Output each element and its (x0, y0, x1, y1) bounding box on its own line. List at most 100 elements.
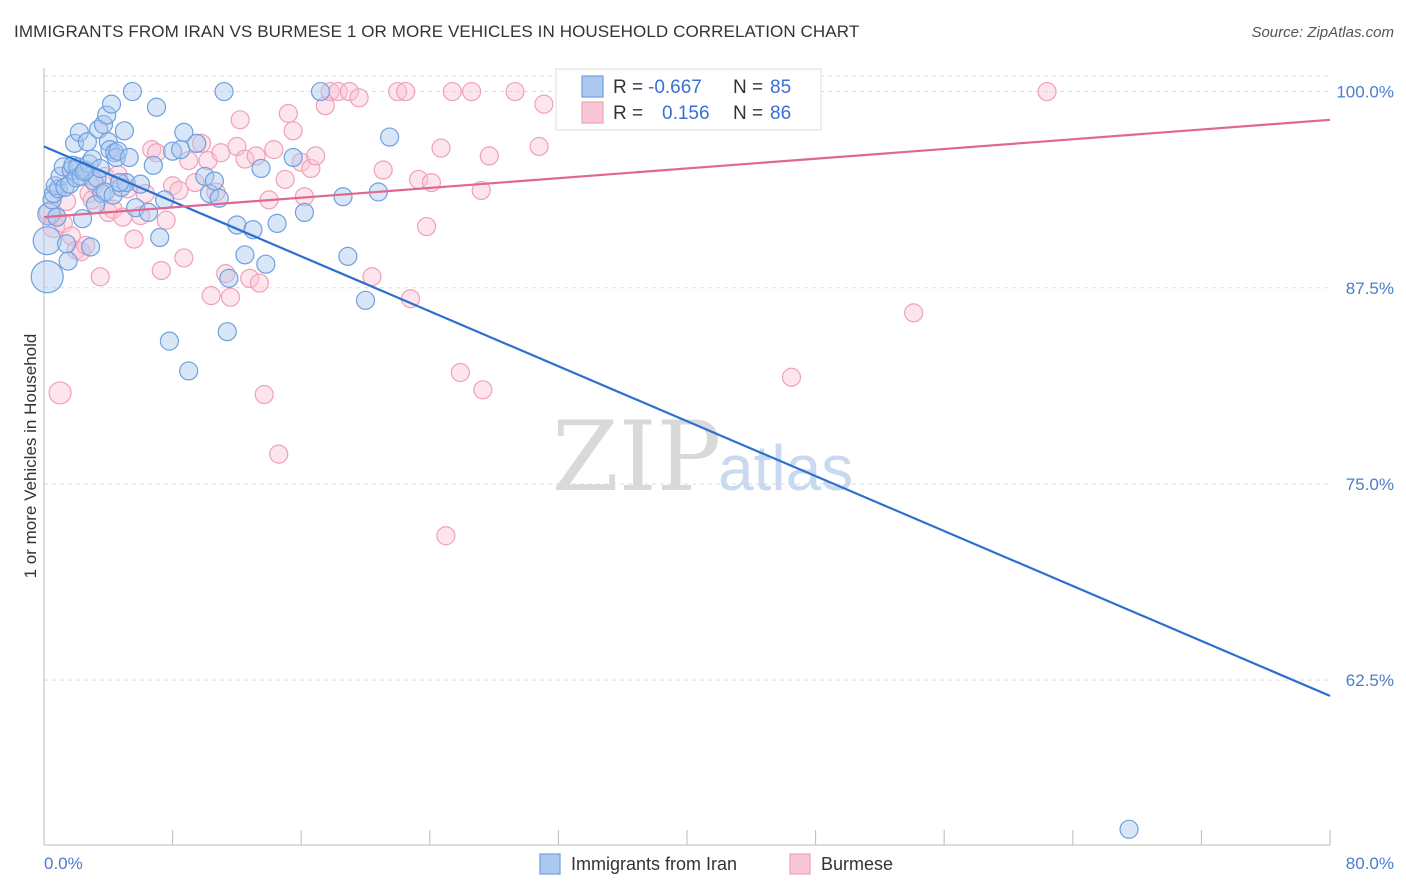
iran-point (171, 140, 191, 160)
burmese-point (48, 381, 72, 405)
iran-point (355, 290, 376, 310)
iran-point (219, 268, 239, 288)
x-tick-label-min: 0.0% (44, 854, 83, 873)
burmese-point (473, 380, 493, 400)
burmese-point (315, 96, 335, 116)
iran-point (159, 331, 179, 351)
burmese-point (249, 273, 270, 293)
iran-point (138, 202, 159, 223)
y-tick-label: 87.5% (1346, 279, 1394, 298)
iran-point (283, 147, 303, 168)
y-tick-labels: 100.0% 87.5% 75.0% 62.5% (1336, 83, 1394, 691)
y-tick-label: 62.5% (1346, 671, 1394, 690)
iran-point (380, 127, 400, 147)
burmese-point (471, 180, 491, 201)
burmese-point (124, 229, 144, 249)
iran-point (146, 97, 167, 117)
stats-swatch-burmese (581, 101, 604, 124)
stats-r-value-iran: -0.667 (648, 77, 702, 98)
legend-label-burmese: Burmese (821, 854, 893, 874)
burmese-point (283, 121, 303, 141)
burmese-point (505, 81, 525, 102)
burmese-point (339, 81, 360, 102)
burmese-point (275, 169, 295, 190)
iran-point (163, 141, 183, 161)
source-label: Source: ZipAtlas.com (1251, 24, 1394, 41)
stats-swatch-iran (581, 75, 604, 98)
burmese-point (211, 143, 231, 163)
burmese-point (320, 81, 340, 102)
burmese-point (240, 268, 260, 288)
burmese-point (479, 146, 499, 166)
burmese-point (904, 303, 924, 323)
watermark-zip: ZIP (552, 401, 721, 513)
burmese-point (306, 146, 326, 166)
burmese-point (781, 367, 802, 387)
x-ticks (43, 830, 1331, 845)
burmese-point (169, 180, 189, 201)
iran-point (81, 237, 101, 257)
iran-point (256, 254, 276, 274)
iran-point (56, 234, 77, 254)
burmese-point (373, 160, 393, 180)
burmese-point (269, 444, 289, 464)
iran-point (217, 322, 237, 342)
burmese-point (461, 81, 482, 102)
trend-lines (43, 118, 1331, 697)
burmese-point (185, 172, 205, 193)
burmese-point (278, 103, 298, 124)
iran-point (126, 198, 146, 218)
burmese-point (151, 260, 171, 281)
watermark: ZIP atlas (552, 401, 853, 513)
iran-point (143, 155, 163, 175)
y-tick-label: 100.0% (1336, 83, 1394, 102)
iran-point (187, 133, 207, 153)
y-tick-label: 75.0% (1346, 475, 1394, 494)
legend-swatch-iran (539, 853, 561, 875)
burmese-point (254, 384, 274, 405)
stats-r-label-burmese: R = (613, 103, 643, 124)
burmese-point (201, 286, 221, 306)
burmese-point (191, 133, 212, 153)
iran-point (338, 246, 358, 266)
iran-point (204, 171, 224, 191)
burmese-point (103, 199, 123, 219)
iran-point (251, 158, 271, 179)
burmese-point (529, 136, 549, 157)
burmese-point (436, 526, 456, 546)
burmese-point (301, 158, 321, 179)
burmese-point (1037, 81, 1057, 102)
burmese-point (534, 94, 554, 114)
iran-point (150, 227, 170, 248)
iran-point (179, 361, 199, 381)
stats-n-value-iran: 85 (770, 77, 791, 98)
iran-point (174, 122, 194, 142)
iran-point (114, 121, 134, 141)
burmese-point (174, 248, 194, 268)
iran-point (310, 81, 331, 102)
burmese-point (416, 216, 437, 237)
stats-legend: R = -0.667 N = 85 R = 0.156 N = 86 (555, 68, 822, 131)
burmese-point (235, 149, 255, 169)
iran-point (1119, 819, 1139, 839)
burmese-point (396, 81, 416, 102)
trend-line-iran (43, 145, 1331, 697)
iran-point (267, 213, 287, 233)
burmese-point (246, 146, 266, 166)
iran-point (108, 141, 128, 161)
legend-swatch-burmese (789, 853, 811, 875)
iran-point (58, 251, 78, 271)
iran-point (333, 187, 353, 207)
stats-n-label-iran: N = (733, 77, 763, 98)
x-tick-label-max: 80.0% (1346, 854, 1394, 873)
iran-point (122, 81, 143, 102)
burmese-point (90, 267, 110, 287)
iran-point (72, 209, 93, 229)
iran-point (119, 147, 139, 168)
burmese-point (450, 362, 470, 383)
bottom-legend: Immigrants from Iran Burmese (539, 853, 893, 875)
burmese-point (264, 140, 284, 160)
iran-point (97, 105, 117, 125)
burmese-point (230, 110, 250, 130)
